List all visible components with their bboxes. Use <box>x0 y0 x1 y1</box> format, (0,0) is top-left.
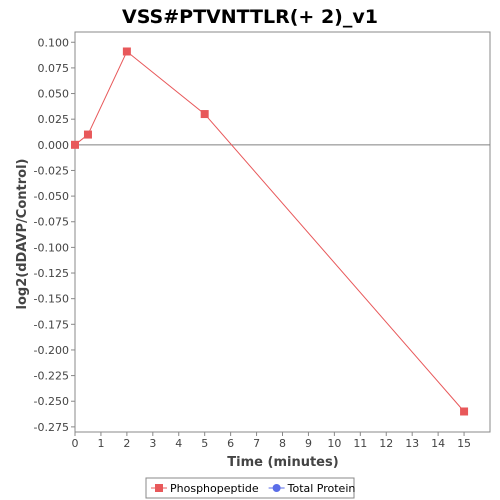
y-tick-label: -0.100 <box>34 241 69 254</box>
plot-area: 0.100 0.075 0.050 0.025 0.000 -0.025 -0.050 -0.… <box>34 31 491 450</box>
x-tick-label: 7 <box>253 437 260 450</box>
y-tick-label: -0.025 <box>34 164 69 177</box>
y-tick-label: 0.025 <box>38 113 70 126</box>
x-tick-label: 12 <box>379 437 393 450</box>
legend-marker <box>155 484 163 492</box>
y-tick-label: -0.200 <box>34 344 69 357</box>
y-tick-label: -0.175 <box>34 318 69 331</box>
y-tick-label: -0.150 <box>34 293 69 306</box>
y-tick-label: 0.075 <box>38 62 70 75</box>
x-tick-label: 1 <box>97 437 104 450</box>
legend: Phosphopeptide Total Protein <box>145 477 356 499</box>
data-point <box>71 140 79 149</box>
x-tick-label: 8 <box>279 437 286 450</box>
y-tick-label: 0.050 <box>38 88 70 101</box>
legend-label: Total Protein <box>287 482 356 495</box>
legend-marker <box>272 484 281 492</box>
y-tick-label: 0.000 <box>38 139 70 152</box>
data-point <box>83 130 92 139</box>
y-axis-title: log2(dDAVP/Control) <box>15 159 30 310</box>
legend-box <box>145 477 355 499</box>
data-point <box>460 407 469 416</box>
chart-title: VSS#PTVNTTLR(+ 2)_v1 <box>122 6 378 28</box>
x-tick-label: 10 <box>327 437 341 450</box>
x-tick-label: 2 <box>123 437 130 450</box>
x-tick-label: 11 <box>353 437 367 450</box>
x-tick-label: 9 <box>305 437 312 450</box>
x-tick-label: 4 <box>175 437 182 450</box>
x-tick-label: 3 <box>149 437 156 450</box>
y-tick-label: -0.075 <box>34 216 69 229</box>
x-tick-label: 13 <box>405 437 419 450</box>
y-tick-label: -0.050 <box>34 190 69 203</box>
x-tick-label: 15 <box>457 437 471 450</box>
x-tick-label: 6 <box>227 437 234 450</box>
plot-frame <box>74 31 491 433</box>
data-point <box>122 47 131 56</box>
y-tick-label: -0.275 <box>34 421 69 434</box>
data-point <box>200 110 209 119</box>
y-tick-label: -0.250 <box>34 395 69 408</box>
x-axis-title: Time (minutes) <box>227 455 338 470</box>
x-tick-label: 5 <box>201 437 208 450</box>
legend-label: Phosphopeptide <box>170 482 259 495</box>
x-tick-label: 0 <box>72 437 79 450</box>
y-tick-label: 0.100 <box>38 36 70 49</box>
y-tick-label: -0.125 <box>34 267 69 280</box>
x-tick-label: 14 <box>431 437 445 450</box>
y-tick-label: -0.225 <box>34 370 69 383</box>
